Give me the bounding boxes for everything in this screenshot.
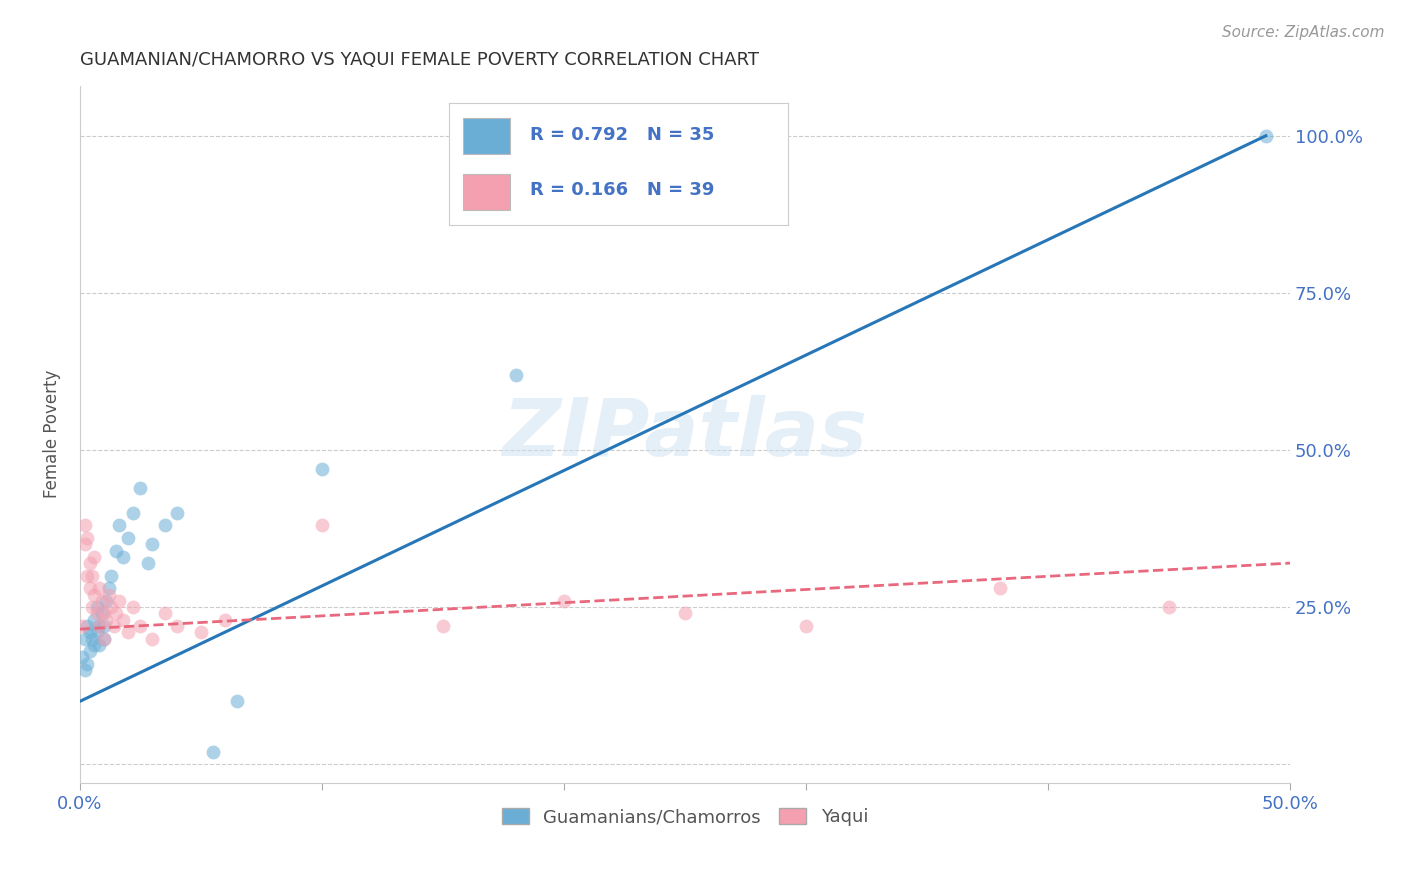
Point xyxy=(117,625,139,640)
Point xyxy=(76,657,98,671)
Point xyxy=(129,619,152,633)
Point xyxy=(129,481,152,495)
Point xyxy=(112,613,135,627)
Text: GUAMANIAN/CHAMORRO VS YAQUI FEMALE POVERTY CORRELATION CHART: GUAMANIAN/CHAMORRO VS YAQUI FEMALE POVER… xyxy=(80,51,759,69)
Point xyxy=(505,368,527,382)
Point xyxy=(90,594,112,608)
Point xyxy=(100,600,122,615)
Point xyxy=(80,568,103,582)
Point xyxy=(141,632,163,646)
Point xyxy=(153,518,176,533)
Point xyxy=(93,619,115,633)
Point xyxy=(122,600,145,615)
Point xyxy=(83,588,105,602)
Point xyxy=(73,518,96,533)
Point xyxy=(76,531,98,545)
Point xyxy=(117,531,139,545)
Point xyxy=(166,619,188,633)
Point xyxy=(86,600,108,615)
Point xyxy=(673,607,696,621)
Point xyxy=(79,556,101,570)
Point xyxy=(96,594,118,608)
Text: Source: ZipAtlas.com: Source: ZipAtlas.com xyxy=(1222,25,1385,40)
Point xyxy=(90,607,112,621)
Point xyxy=(86,625,108,640)
Point xyxy=(190,625,212,640)
Point xyxy=(83,613,105,627)
Point xyxy=(1254,128,1277,143)
Point xyxy=(89,619,111,633)
Point xyxy=(214,613,236,627)
Point xyxy=(93,607,115,621)
Legend: Guamanians/Chamorros, Yaqui: Guamanians/Chamorros, Yaqui xyxy=(495,801,876,833)
Point xyxy=(311,518,333,533)
Point xyxy=(105,607,128,621)
Point xyxy=(80,632,103,646)
Point xyxy=(105,543,128,558)
Point xyxy=(141,537,163,551)
Point xyxy=(93,632,115,646)
Point xyxy=(72,619,94,633)
Point xyxy=(96,613,118,627)
Point xyxy=(89,638,111,652)
Point xyxy=(103,619,125,633)
Point xyxy=(76,619,98,633)
Point xyxy=(136,556,159,570)
Point xyxy=(107,594,129,608)
Point xyxy=(80,600,103,615)
Y-axis label: Female Poverty: Female Poverty xyxy=(44,370,60,499)
Point xyxy=(83,638,105,652)
Point xyxy=(79,644,101,658)
Point xyxy=(988,581,1011,595)
Point xyxy=(112,549,135,564)
Text: ZIPatlas: ZIPatlas xyxy=(502,395,868,474)
Point xyxy=(86,607,108,621)
Point xyxy=(166,506,188,520)
Point xyxy=(553,594,575,608)
Point xyxy=(97,588,120,602)
Point xyxy=(201,745,224,759)
Point xyxy=(73,663,96,677)
Point xyxy=(93,632,115,646)
Point xyxy=(107,518,129,533)
Point xyxy=(73,537,96,551)
Point xyxy=(97,581,120,595)
Point xyxy=(89,581,111,595)
Point xyxy=(432,619,454,633)
Point xyxy=(89,619,111,633)
Point xyxy=(1157,600,1180,615)
Point xyxy=(153,607,176,621)
Point xyxy=(76,568,98,582)
Point xyxy=(72,650,94,665)
Point xyxy=(122,506,145,520)
Point xyxy=(226,694,249,708)
Point xyxy=(311,462,333,476)
Point xyxy=(83,549,105,564)
Point xyxy=(79,625,101,640)
Point xyxy=(100,568,122,582)
Point xyxy=(73,632,96,646)
Point xyxy=(794,619,817,633)
Point xyxy=(79,581,101,595)
